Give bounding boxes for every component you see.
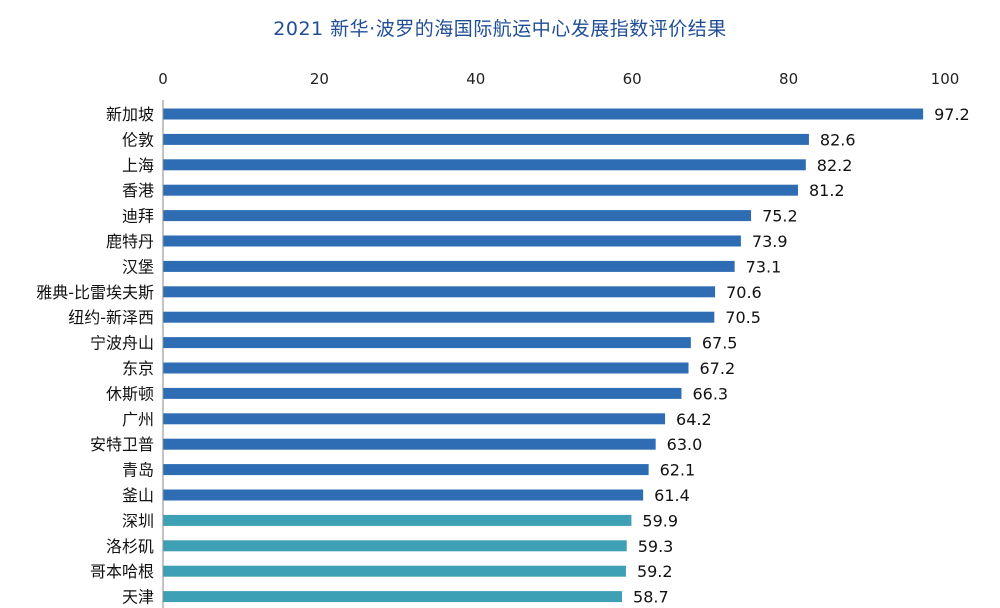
category-label: 安特卫普 (90, 435, 154, 454)
x-tick-label: 60 (623, 70, 642, 88)
value-label: 59.2 (637, 562, 673, 581)
bar (163, 210, 752, 222)
bar (163, 387, 682, 399)
bar (163, 311, 715, 323)
bar (163, 565, 626, 577)
value-label: 75.2 (762, 207, 798, 226)
x-tick-label: 100 (931, 70, 960, 88)
category-label: 东京 (122, 359, 154, 378)
category-label: 雅典-比雷埃夫斯 (36, 283, 154, 302)
bar (163, 133, 809, 145)
bar (163, 489, 644, 501)
bar (163, 413, 666, 425)
bar (163, 108, 924, 120)
value-label: 64.2 (676, 410, 712, 429)
value-label: 81.2 (809, 181, 845, 200)
category-label: 洛杉矶 (106, 537, 154, 556)
category-label: 伦敦 (122, 130, 154, 149)
bar (163, 260, 735, 272)
value-label: 67.2 (700, 359, 736, 378)
category-label: 纽约-新泽西 (68, 308, 154, 327)
value-label: 70.5 (725, 308, 761, 327)
value-label: 62.1 (660, 461, 696, 480)
bar (163, 286, 716, 298)
category-label: 哥本哈根 (90, 562, 154, 581)
x-tick-label: 40 (466, 70, 485, 88)
value-label: 59.3 (638, 537, 674, 556)
category-label: 迪拜 (122, 207, 154, 226)
category-label: 广州 (122, 410, 154, 429)
bar (163, 438, 656, 450)
category-label: 新加坡 (106, 105, 154, 124)
value-labels: 97.2 82.6 82.2 81.2 75.2 73.9 73.1 70.6 70.5 67.5… (633, 105, 970, 607)
value-label: 73.9 (752, 232, 788, 251)
category-label: 汉堡 (122, 257, 154, 276)
category-label: 休斯顿 (106, 384, 154, 403)
value-label: 73.1 (746, 257, 782, 276)
x-tick-label: 0 (158, 70, 168, 88)
bar (163, 337, 691, 349)
bar (163, 235, 741, 247)
category-label: 鹿特丹 (106, 232, 154, 251)
bar (163, 514, 632, 526)
category-label: 天津 (122, 588, 154, 607)
value-label: 82.2 (817, 156, 853, 175)
x-axis-ticks: 0 20 40 60 80 100 (158, 70, 959, 88)
value-label: 82.6 (820, 130, 856, 149)
category-label: 深圳 (122, 511, 154, 530)
value-label: 58.7 (633, 588, 669, 607)
bars (163, 108, 924, 603)
value-label: 66.3 (692, 384, 728, 403)
value-label: 97.2 (934, 105, 970, 124)
category-label: 青岛 (122, 461, 154, 480)
bar (163, 464, 649, 476)
bar (163, 540, 627, 552)
category-labels: 新加坡伦敦上海香港迪拜鹿特丹汉堡雅典-比雷埃夫斯纽约-新泽西宁波舟山东京休斯顿广… (36, 105, 154, 607)
bar (163, 184, 798, 196)
category-label: 宁波舟山 (90, 334, 154, 353)
value-label: 63.0 (667, 435, 703, 454)
value-label: 67.5 (702, 334, 738, 353)
category-label: 釜山 (122, 486, 154, 505)
category-label: 上海 (122, 156, 154, 175)
bar (163, 159, 806, 171)
x-tick-label: 20 (310, 70, 329, 88)
bar (163, 362, 689, 374)
value-label: 70.6 (726, 283, 762, 302)
chart-title: 2021 新华·波罗的海国际航运中心发展指数评价结果 (273, 18, 727, 40)
value-label: 59.9 (642, 511, 678, 530)
x-tick-label: 80 (779, 70, 798, 88)
value-label: 61.4 (654, 486, 690, 505)
bar (163, 591, 623, 603)
category-label: 香港 (122, 181, 154, 200)
